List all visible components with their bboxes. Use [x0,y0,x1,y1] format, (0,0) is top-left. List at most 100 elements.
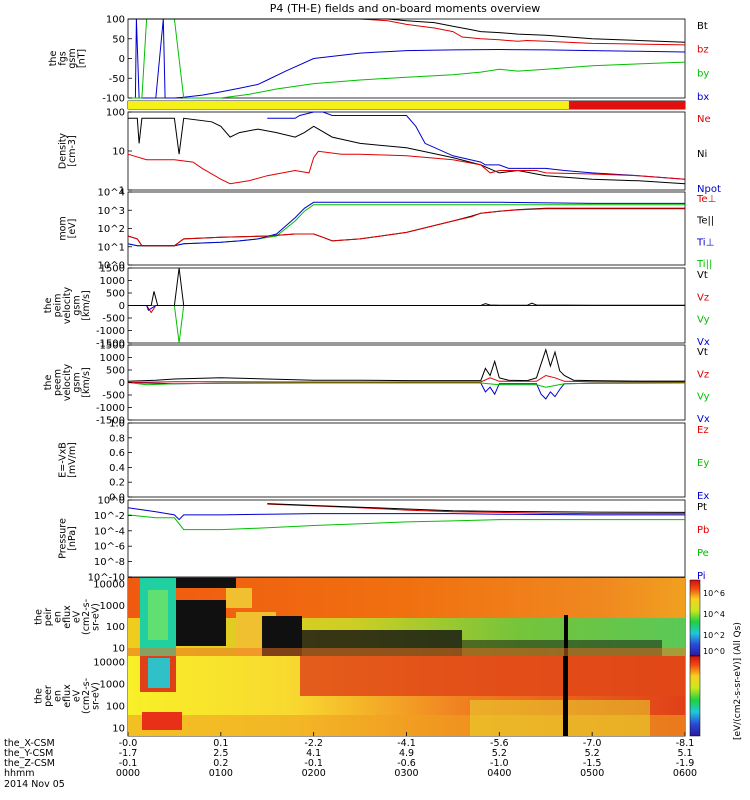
y-tick-label: 10^-8 [94,557,125,568]
y-axis-label: en [53,690,64,702]
y-tick-label: 10^0 [98,496,125,507]
y-tick-label: -1000 [96,326,125,337]
panel-3: 10^0 10^1 10^2 10^3 10^4 Te⊥ Te|| Ti⊥ Ti|| mom[eV… [57,188,716,272]
y-tick-label: 1 [119,186,125,197]
ephemeris-value: -0.0 [119,738,138,749]
ephemeris-label: hhmm [4,768,35,779]
y-axis-label: Density [57,133,68,169]
x-tick-label: 0300 [394,768,418,779]
y-tick-label: 10^0 [98,261,125,272]
series-line-Vz [127,374,686,383]
y-axis-label: gsm [67,48,78,68]
legend-entry: Vy [697,315,710,326]
legend-entry: Vz [697,292,709,303]
series-line-Vy [127,382,686,388]
y-tick-label: 10^3 [98,206,125,217]
y-tick-label: 10000 [93,580,125,591]
panel-frame [127,111,686,191]
y-tick-label: 100 [106,108,125,119]
legend-entry: Te⊥ [696,194,716,205]
y-axis-label: sr-eV) [91,603,102,631]
ephemeris-value: -0.6 [397,758,416,769]
colorbar-tick-1: 10^6 [703,589,725,598]
panel-4: -1500-1000-500050010001500VtVzVyVxthepei… [43,264,710,350]
y-tick-label: 100 [106,702,125,713]
legend-entry: Ti|| [696,259,712,270]
panel-2: 1 10 100 Ne Ni Npot Density[cm-3] [57,108,721,197]
ephemeris-value: -1.0 [490,758,509,769]
legend-entry: Vx [697,337,710,348]
ephemeris-label: the_Y-CSM [4,748,53,759]
ephemeris-value: 5.2 [585,748,600,759]
y-axis-label: [nT] [76,49,87,68]
y-tick-label: 10 [112,644,125,655]
y-axis-label: Pressure [57,518,68,559]
status-bar-segment [568,101,685,109]
series-line-bx [128,18,686,99]
y-tick-label: 500 [106,366,125,377]
legend-entry: Pt [697,502,707,513]
y-axis-label: sr-eV) [91,682,102,710]
y-tick-label: 100 [106,622,125,633]
y-axis-label: peer [43,685,54,707]
ephemeris-value: -2.2 [304,738,323,749]
y-tick-label: 10000 [93,658,125,669]
y-axis-label: gsm [72,295,83,315]
y-axis-label: fgs [57,51,68,65]
y-tick-label: 1.0 [109,419,125,430]
ephemeris-value: -8.1 [676,738,695,749]
legend-entry: Bt [697,21,708,32]
y-tick-label: 10^-2 [94,511,125,522]
y-axis-label: peem [53,369,64,396]
y-tick-label: 0.4 [109,463,125,474]
ephemeris-value: -1.9 [676,758,695,769]
y-axis-label: the [34,609,45,625]
y-axis-label: eV [72,689,83,702]
series-line-Pt [267,503,686,513]
series-line-Bt [128,18,686,43]
panel-frame [127,191,686,266]
y-axis-label: peir [43,608,54,627]
colorbar-tick-4: 10^0 [703,647,725,656]
y-axis-label: mom [57,216,68,240]
legend-entry: Vx [697,414,710,425]
x-tick-label: 0000 [116,768,140,779]
panels: -100-50050100Btbzbybxthefgsgsm[nT]110100… [34,15,721,737]
ephemeris-value: 4.9 [399,748,414,759]
status-bar-segment [128,101,569,109]
colorbar-tick-2: 10^4 [703,610,725,619]
y-tick-label: 50 [112,34,125,45]
panel-frame [127,422,686,498]
chart-title: P4 (TH-E) fields and on-board moments ov… [270,2,541,15]
x-tick-label: 0500 [580,768,604,779]
legend-entry: Npot [697,184,721,195]
ephemeris-label: the_Z-CSM [4,758,55,769]
y-tick-label: -500 [102,314,125,325]
y-tick-label: -100 [102,94,125,105]
y-tick-label: 10^-4 [94,526,125,537]
y-tick-label: -1500 [96,416,125,427]
legend-entry: Ex [697,491,709,502]
legend-entry: bx [697,92,709,103]
y-tick-label: -50 [109,74,125,85]
x-axis-ticks [127,732,686,736]
y-axis-label: peim [53,294,64,318]
y-tick-label: 10^-10 [88,573,125,584]
series-line-Ne [127,150,686,185]
legend-entry: Ti⊥ [696,237,714,248]
y-tick-label: 0.2 [109,478,125,489]
electron-spectrogram [128,656,685,736]
y-axis-label: (cm2-s- [81,678,92,714]
legend-entry: Vt [697,347,708,358]
ephemeris-value: 0.2 [213,758,228,769]
panel-frame [127,499,686,578]
y-tick-label: 0.8 [109,433,125,444]
ion-spectrogram [128,578,685,656]
series-line-Te⊥ [127,208,685,247]
ephemeris-label: the_X-CSM [4,738,55,749]
series-line-Vt [128,267,685,306]
y-axis-label: velocity [62,287,73,325]
status-bar [127,100,686,110]
ephemeris-value: -4.1 [397,738,416,749]
